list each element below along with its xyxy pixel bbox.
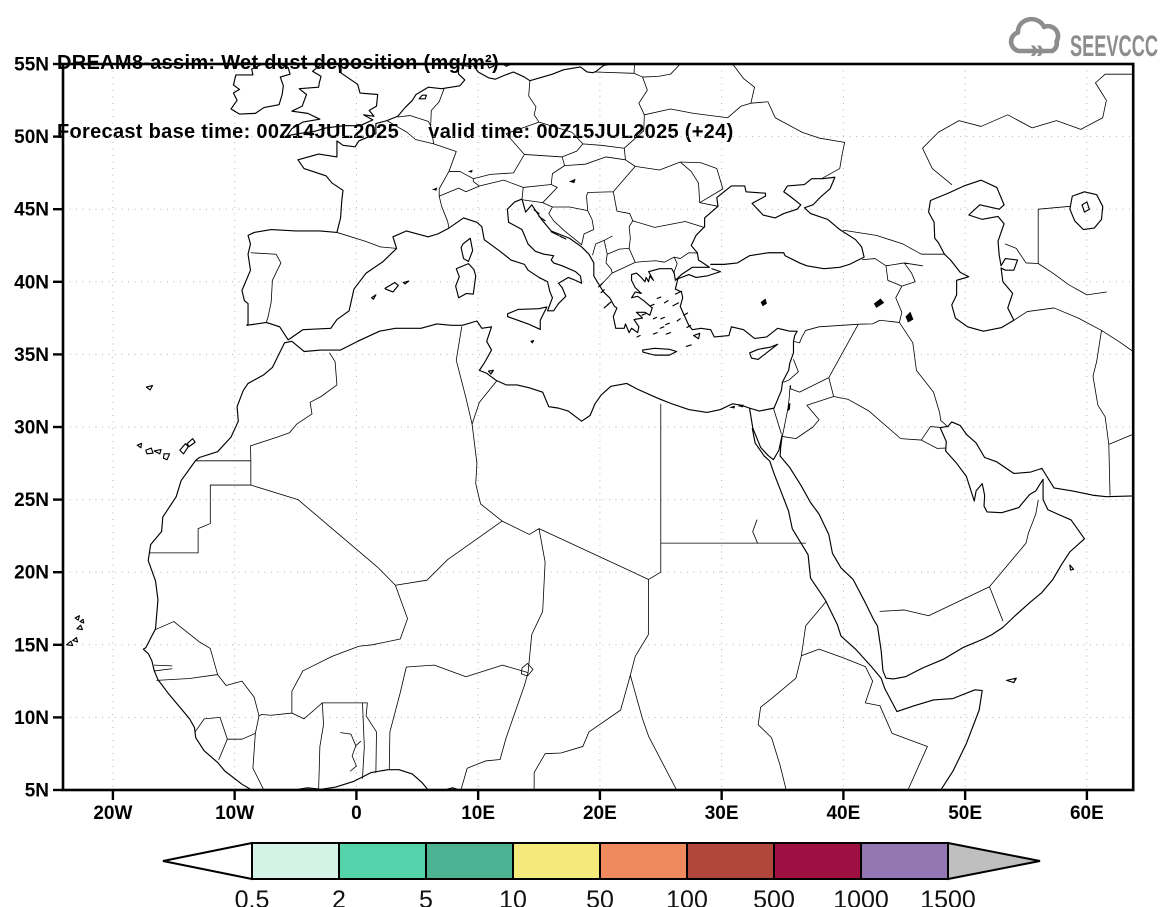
lat-tick-label: 5N [25,781,49,802]
lon-tick-label: 10W [215,803,254,824]
coastline-british-isles [231,64,512,136]
colorbar-tick-label: 2 [332,886,346,907]
forecast-map: 55N 50N 45N 40N 35N 30N 25N 20N 15N 10N 5N 20W 10W 0 1… [0,0,1165,907]
coastline-islands [67,210,1074,683]
colorbar-tick-label: 5 [419,886,433,907]
lat-tick-label: 10N [14,708,49,729]
colorbar-cell [426,843,513,879]
colorbar-cell [339,843,426,879]
lon-tick-label: 40E [826,803,860,824]
colorbar-cell [600,843,687,879]
coastline-africa-middle-east [750,180,1134,790]
lon-tick-label: 20W [93,803,132,824]
lake-outlines [341,520,758,771]
colorbar-cell [861,843,948,879]
lat-tick-label: 40N [14,272,49,293]
lat-tick-label: 45N [14,200,49,221]
lakes-filled [432,170,914,411]
colorbar-tick-label: 10 [499,886,527,907]
colorbar-cell [513,843,600,879]
colorbar-cell [687,843,774,879]
lat-tick-label: 30N [14,418,49,439]
colorbar-tick-label: 1500 [920,886,976,907]
colorbar-below-min-arrow [163,843,252,879]
axis-layer: 55N 50N 45N 40N 35N 30N 25N 20N 15N 10N 5N 20W 10W 0 1… [14,55,1104,825]
lat-tick-label: 25N [14,490,49,511]
lat-tick-label: 55N [14,55,49,76]
lat-tick-label: 50N [14,127,49,148]
lon-tick-label: 50E [948,803,982,824]
lon-tick-label: 30E [705,803,739,824]
map-frame [63,64,1133,790]
colorbar-cell [252,843,339,879]
country-borders [149,64,1133,791]
colorbar-cell [774,843,861,879]
colorbar-tick-label: 1000 [833,886,889,907]
lon-tick-label: 0 [351,803,362,824]
lon-tick-label: 60E [1070,803,1104,824]
colorbar-tick-label: 100 [666,886,708,907]
lon-tick-label: 20E [583,803,617,824]
lat-tick-label: 15N [14,635,49,656]
colorbar-above-max-arrow [948,843,1040,879]
graticule-layer [63,64,1133,790]
lat-tick-label: 20N [14,563,49,584]
colorbar-tick-label: 500 [753,886,795,907]
colorbar-legend: 0.5 2 5 10 50 100 500 1000 1500 [163,843,1040,907]
colorbar-tick-label: 50 [586,886,614,907]
coastline-mainland [143,64,864,790]
lat-tick-label: 35N [14,345,49,366]
lon-tick-label: 10E [461,803,495,824]
colorbar-tick-label: 0.5 [235,886,270,907]
dust-forecast-page: DREAM8-assim: Wet dust deposition (mg/m²… [0,0,1165,907]
